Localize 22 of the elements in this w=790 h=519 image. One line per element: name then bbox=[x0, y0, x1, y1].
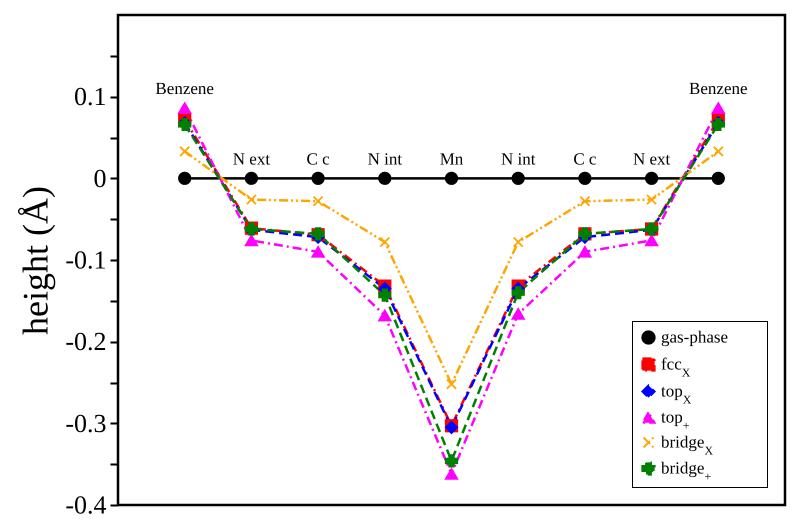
annotation: N ext bbox=[632, 149, 671, 168]
y-tick-label: 0.1 bbox=[74, 82, 106, 112]
legend-label: bridge$_{X}$ bbox=[661, 432, 714, 458]
legend-label: bridge$_{+}$ bbox=[661, 458, 712, 484]
annotation: C c bbox=[573, 149, 597, 168]
y-tick-label: -0.3 bbox=[65, 408, 106, 438]
legend-label: gas-phase bbox=[661, 328, 728, 346]
y-tick-label: -0.4 bbox=[65, 490, 106, 519]
legend-label: top$_{+}$ bbox=[661, 408, 690, 432]
annotation: N int bbox=[500, 149, 536, 168]
annotation: Benzene bbox=[155, 79, 214, 98]
y-axis-title: height (Å) bbox=[15, 186, 56, 335]
annotation: Mn bbox=[440, 149, 464, 168]
legend-label: fcc$_{X}$ bbox=[661, 354, 691, 380]
annotation: N ext bbox=[232, 149, 270, 168]
y-tick-label: -0.2 bbox=[65, 327, 106, 356]
annotation: Benzene bbox=[689, 79, 748, 98]
legend-label: top$_{X}$ bbox=[661, 382, 692, 406]
y-tick-label: 0 bbox=[94, 164, 106, 193]
annotation: N int bbox=[368, 149, 402, 168]
y-tick-label: -0.1 bbox=[65, 246, 106, 274]
annotation: C c bbox=[306, 149, 330, 168]
